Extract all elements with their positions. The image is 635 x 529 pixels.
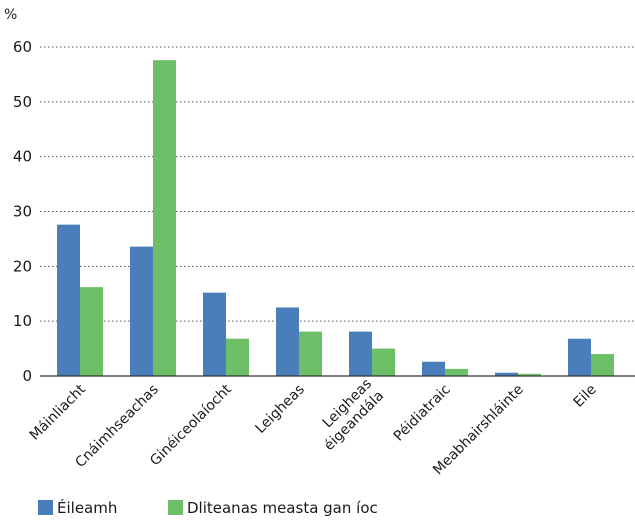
x-category-label: Máinliacht — [27, 381, 89, 443]
x-category-label-line: Ginéiceolaíocht — [147, 381, 235, 469]
bar-series-2 — [518, 373, 541, 376]
y-tick-label: 20 — [13, 257, 32, 275]
bar-series-1 — [276, 307, 299, 376]
bar-series-1 — [422, 361, 445, 376]
legend: Éileamh Dliteanas measta gan íoc — [38, 498, 378, 517]
bar-series-2 — [226, 338, 249, 376]
y-tick-label: 30 — [13, 203, 32, 221]
bar-series-2 — [445, 368, 468, 376]
legend-label: Éileamh — [57, 498, 117, 517]
x-category-label: Péidiatraic — [391, 382, 454, 445]
y-unit-label: % — [4, 7, 17, 23]
bar-series-2 — [299, 331, 322, 376]
x-category-label-line: Eile — [571, 382, 600, 411]
y-tick-label: 50 — [13, 93, 32, 111]
x-category-label: Leigheas — [252, 382, 307, 437]
bar-series-2 — [153, 60, 176, 376]
x-category-label-line: Leigheas — [252, 382, 307, 437]
legend-swatch — [168, 500, 183, 515]
bar-series-1 — [130, 246, 153, 376]
bar-series-2 — [80, 287, 103, 376]
bar-series-1 — [57, 224, 80, 376]
bar-series-2 — [591, 354, 614, 376]
y-tick-label: 0 — [22, 367, 32, 385]
bar-series-1 — [203, 292, 226, 376]
legend-swatch — [38, 500, 53, 515]
bar-series-2 — [372, 348, 395, 376]
y-tick-label: 10 — [13, 312, 32, 330]
legend-label: Dliteanas measta gan íoc — [187, 499, 378, 517]
bar-series-1 — [495, 372, 518, 376]
x-category-label: Ginéiceolaíocht — [147, 381, 235, 469]
bar-series-1 — [568, 338, 591, 376]
x-category-label: Eile — [571, 382, 600, 411]
x-category-label-line: Péidiatraic — [391, 382, 454, 445]
x-category-label-line: Máinliacht — [27, 381, 89, 443]
y-tick-label: 40 — [13, 148, 32, 166]
bars — [57, 60, 614, 376]
y-tick-labels: 0 10 20 30 40 50 60 — [13, 38, 32, 385]
x-category-label: Leigheaséigeandála — [309, 376, 387, 454]
y-tick-label: 60 — [13, 38, 32, 56]
bar-series-1 — [349, 331, 372, 376]
gridlines — [40, 46, 635, 322]
